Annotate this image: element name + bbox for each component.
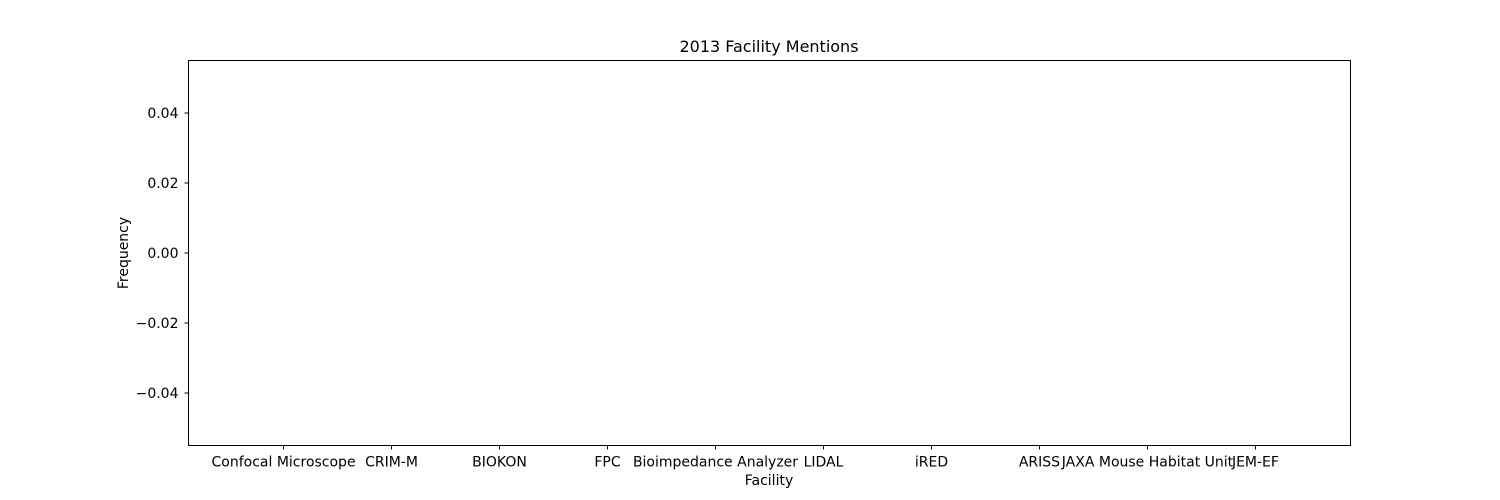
x-tick-label: FPC <box>594 455 620 471</box>
y-axis-label: Frequency <box>116 217 132 289</box>
x-tick-label: JEM-EF <box>1231 455 1279 471</box>
x-axis-label: Facility <box>745 473 794 489</box>
x-tick-label: JAXA Mouse Habitat Unit <box>1061 455 1234 471</box>
y-tick-label: 0.04 <box>147 106 178 122</box>
y-tick-label: 0.00 <box>147 246 178 262</box>
x-tick-label: Bioimpedance Analyzer <box>633 455 798 471</box>
y-tick-label: −0.02 <box>136 316 179 332</box>
x-axis: Confocal Microscope CRIM-M BIOKON FPC Bioimp… <box>212 445 1279 471</box>
chart-title: 2013 Facility Mentions <box>679 37 858 56</box>
y-tick-label: −0.04 <box>136 386 179 402</box>
x-tick-label: BIOKON <box>472 455 527 471</box>
x-tick-label: iRED <box>915 455 948 471</box>
x-tick-label: Confocal Microscope <box>212 455 356 471</box>
x-tick-label: CRIM-M <box>365 455 418 471</box>
x-tick-label: ARISS <box>1019 455 1060 471</box>
y-tick-label: 0.02 <box>147 176 178 192</box>
x-tick-label: LIDAL <box>804 455 844 471</box>
plot-area-frame <box>188 60 1351 446</box>
y-axis: −0.04 −0.02 0.00 0.02 0.04 <box>136 106 189 402</box>
